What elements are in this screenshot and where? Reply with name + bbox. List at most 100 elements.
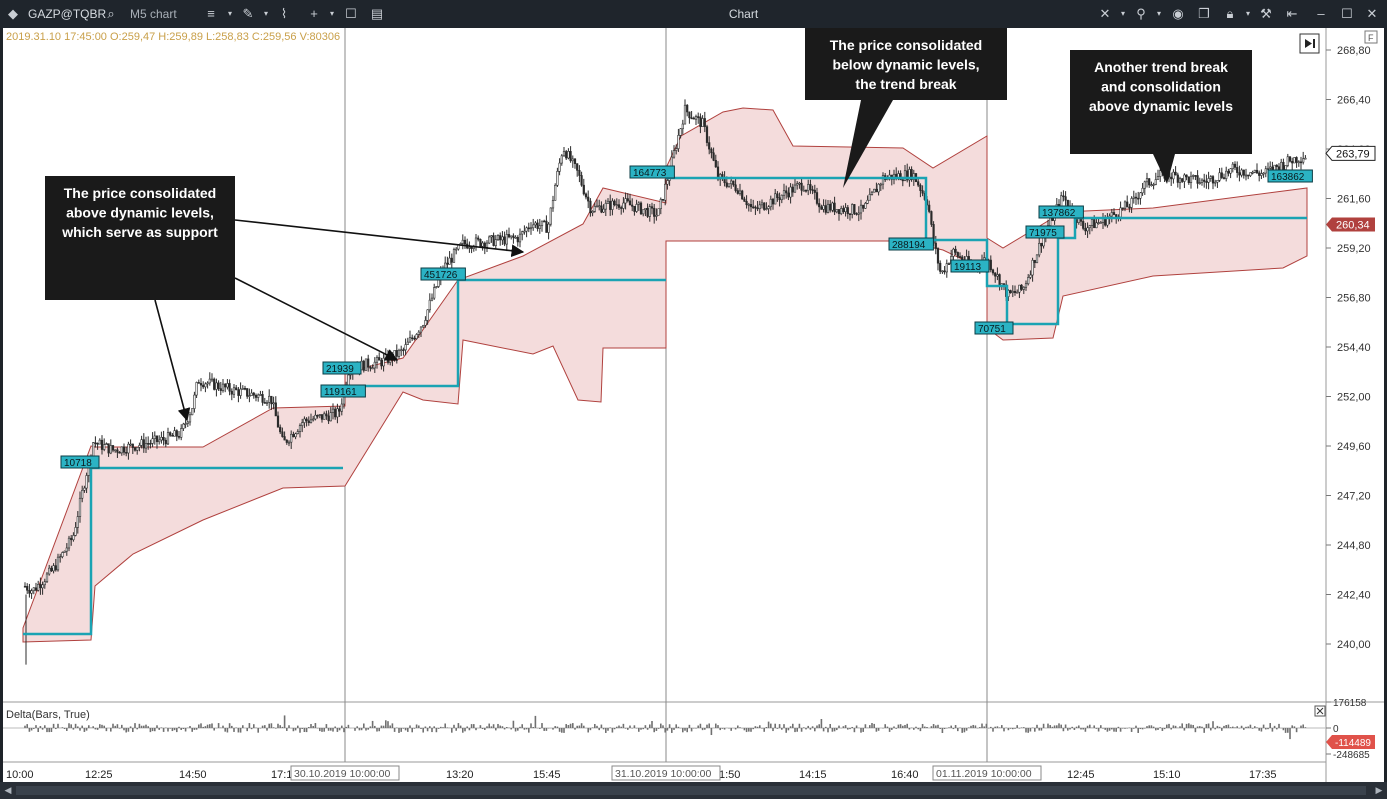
candle-body <box>428 299 431 311</box>
candle-body <box>155 435 159 443</box>
pencil-icon[interactable]: ✎ <box>242 6 254 21</box>
chevron-down-icon[interactable]: ▾ <box>1156 9 1161 18</box>
chart-name-field[interactable]: M5 chart <box>130 7 177 21</box>
candle-body <box>287 441 291 444</box>
close-icon[interactable]: ✕ <box>1366 6 1378 21</box>
candle-body <box>1198 182 1201 184</box>
time-tick-label: 14:50 <box>179 769 207 781</box>
chevron-down-icon[interactable]: ▾ <box>1245 9 1250 18</box>
scroll-left-icon[interactable]: ◀ <box>4 785 12 795</box>
search-icon[interactable]: ⌕ <box>107 6 115 21</box>
candle-body <box>1027 277 1030 285</box>
close-indicator-icon[interactable] <box>1314 705 1326 717</box>
candle-body <box>789 186 792 198</box>
price-axis[interactable]: 268,80266,40264,00261,60259,20256,80254,… <box>1325 45 1376 651</box>
session-label: 31.10.2019 10:00:00 <box>615 768 712 780</box>
candle-body <box>1156 176 1160 180</box>
candle-body <box>877 183 880 193</box>
link-icon[interactable]: ⚲ <box>1136 6 1146 21</box>
candle-body <box>1229 168 1232 174</box>
chevron-down-icon[interactable]: ▾ <box>263 9 268 18</box>
level-label-box <box>1038 205 1084 219</box>
candle-body <box>50 567 53 572</box>
chevron-down-icon[interactable]: ▾ <box>227 9 232 18</box>
scroll-to-end-button[interactable] <box>1299 33 1320 54</box>
candle-body <box>430 297 434 301</box>
price-tick-label: 240,00 <box>1337 639 1371 651</box>
candle-body <box>76 516 79 528</box>
arrow-line <box>154 299 191 422</box>
bars-icon[interactable]: ≡ <box>207 6 215 21</box>
crosshair-sync-icon[interactable]: ✕ <box>1099 6 1111 21</box>
maximize-icon[interactable]: ☐ <box>1341 6 1353 21</box>
candle-body <box>415 334 418 339</box>
level-label-box <box>420 267 466 281</box>
candle-body <box>26 586 29 591</box>
candle-body <box>1093 219 1096 229</box>
scale-settings-icon[interactable]: F <box>1364 30 1378 44</box>
candle-body <box>1022 286 1025 290</box>
scroll-right-icon[interactable]: ▶ <box>1375 785 1383 795</box>
callout-text-line: above dynamic levels <box>1089 98 1233 114</box>
candle-body <box>72 535 75 541</box>
scrollbar-thumb[interactable] <box>16 786 1366 795</box>
candle-body <box>1009 290 1012 294</box>
candle-body <box>153 435 156 439</box>
indicator-name: Delta(Bars, True) <box>6 709 90 721</box>
candle-body <box>732 180 735 186</box>
candle-body <box>538 225 541 229</box>
candle-body <box>824 205 827 213</box>
candle-body <box>1097 222 1100 224</box>
candle-body <box>767 206 770 209</box>
candle-body <box>1262 172 1265 175</box>
candle-body <box>461 239 464 244</box>
candle-body <box>208 378 211 384</box>
time-tick-label: 12:45 <box>1067 769 1095 781</box>
candle-body <box>435 286 438 288</box>
candle-body <box>1266 168 1270 170</box>
candle-body <box>727 183 731 187</box>
candle-body <box>829 203 832 211</box>
chevron-down-icon[interactable]: ▾ <box>1120 9 1125 18</box>
candle-body <box>840 208 843 214</box>
price-chart[interactable]: 10718 21939 119161 451726 164773 288194 19113 7… <box>3 28 1384 782</box>
candle-body <box>917 181 920 186</box>
settings-icon[interactable]: ⚒ <box>1260 6 1272 21</box>
candle-body <box>1062 195 1065 198</box>
minimize-icon[interactable]: – <box>1317 6 1325 21</box>
crosshair-icon[interactable]: + <box>310 6 318 21</box>
symbol-label[interactable]: GAZP@TQBR <box>28 7 107 21</box>
pin-icon[interactable]: ⇤ <box>1286 6 1298 21</box>
window-icon[interactable]: ☐ <box>345 6 357 21</box>
session-label-box <box>932 765 1042 781</box>
template-icon[interactable]: ▤ <box>370 6 384 21</box>
candle-body <box>633 206 636 212</box>
candle-body <box>666 180 669 185</box>
chart-area[interactable]: 10718 21939 119161 451726 164773 288194 19113 7… <box>3 28 1384 782</box>
price-tick-label: 254,40 <box>1337 342 1371 354</box>
candle-body <box>1130 198 1133 208</box>
candle-body <box>820 206 823 210</box>
title-bar: ◆ GAZP@TQBR ⌕ M5 chart ≡ ▾ ✎ ▾ ⌇ + ▾ ☐ ▤… <box>0 0 1387 28</box>
candle-body <box>507 234 511 238</box>
indicator-icon[interactable]: ⌇ <box>280 6 288 21</box>
level-label: 71975 <box>1029 228 1057 239</box>
candle-body <box>692 117 695 120</box>
candle-body <box>1247 174 1250 177</box>
candle-body <box>318 414 321 416</box>
candle-body <box>906 170 909 181</box>
lock-icon[interactable]: 🔒︎ <box>1226 6 1234 21</box>
candle-body <box>567 151 570 159</box>
level-label: 19113 <box>954 262 982 273</box>
candle-body <box>855 213 858 215</box>
candle-body <box>782 190 786 196</box>
candle-body <box>261 394 264 403</box>
chevron-down-icon[interactable]: ▾ <box>329 9 334 18</box>
horizontal-scrollbar[interactable]: ◀ ▶ <box>0 782 1387 799</box>
candle-body <box>532 224 535 229</box>
time-axis[interactable]: 10:00 12:25 14:50 17:1 13:20 15:45 1:50 14:15 16… <box>6 765 1277 781</box>
candle-body <box>1099 222 1102 224</box>
copy-icon[interactable]: ❐ <box>1198 6 1210 21</box>
camera-icon[interactable]: ◉ <box>1172 6 1184 21</box>
time-tick-label: 15:45 <box>533 769 561 781</box>
